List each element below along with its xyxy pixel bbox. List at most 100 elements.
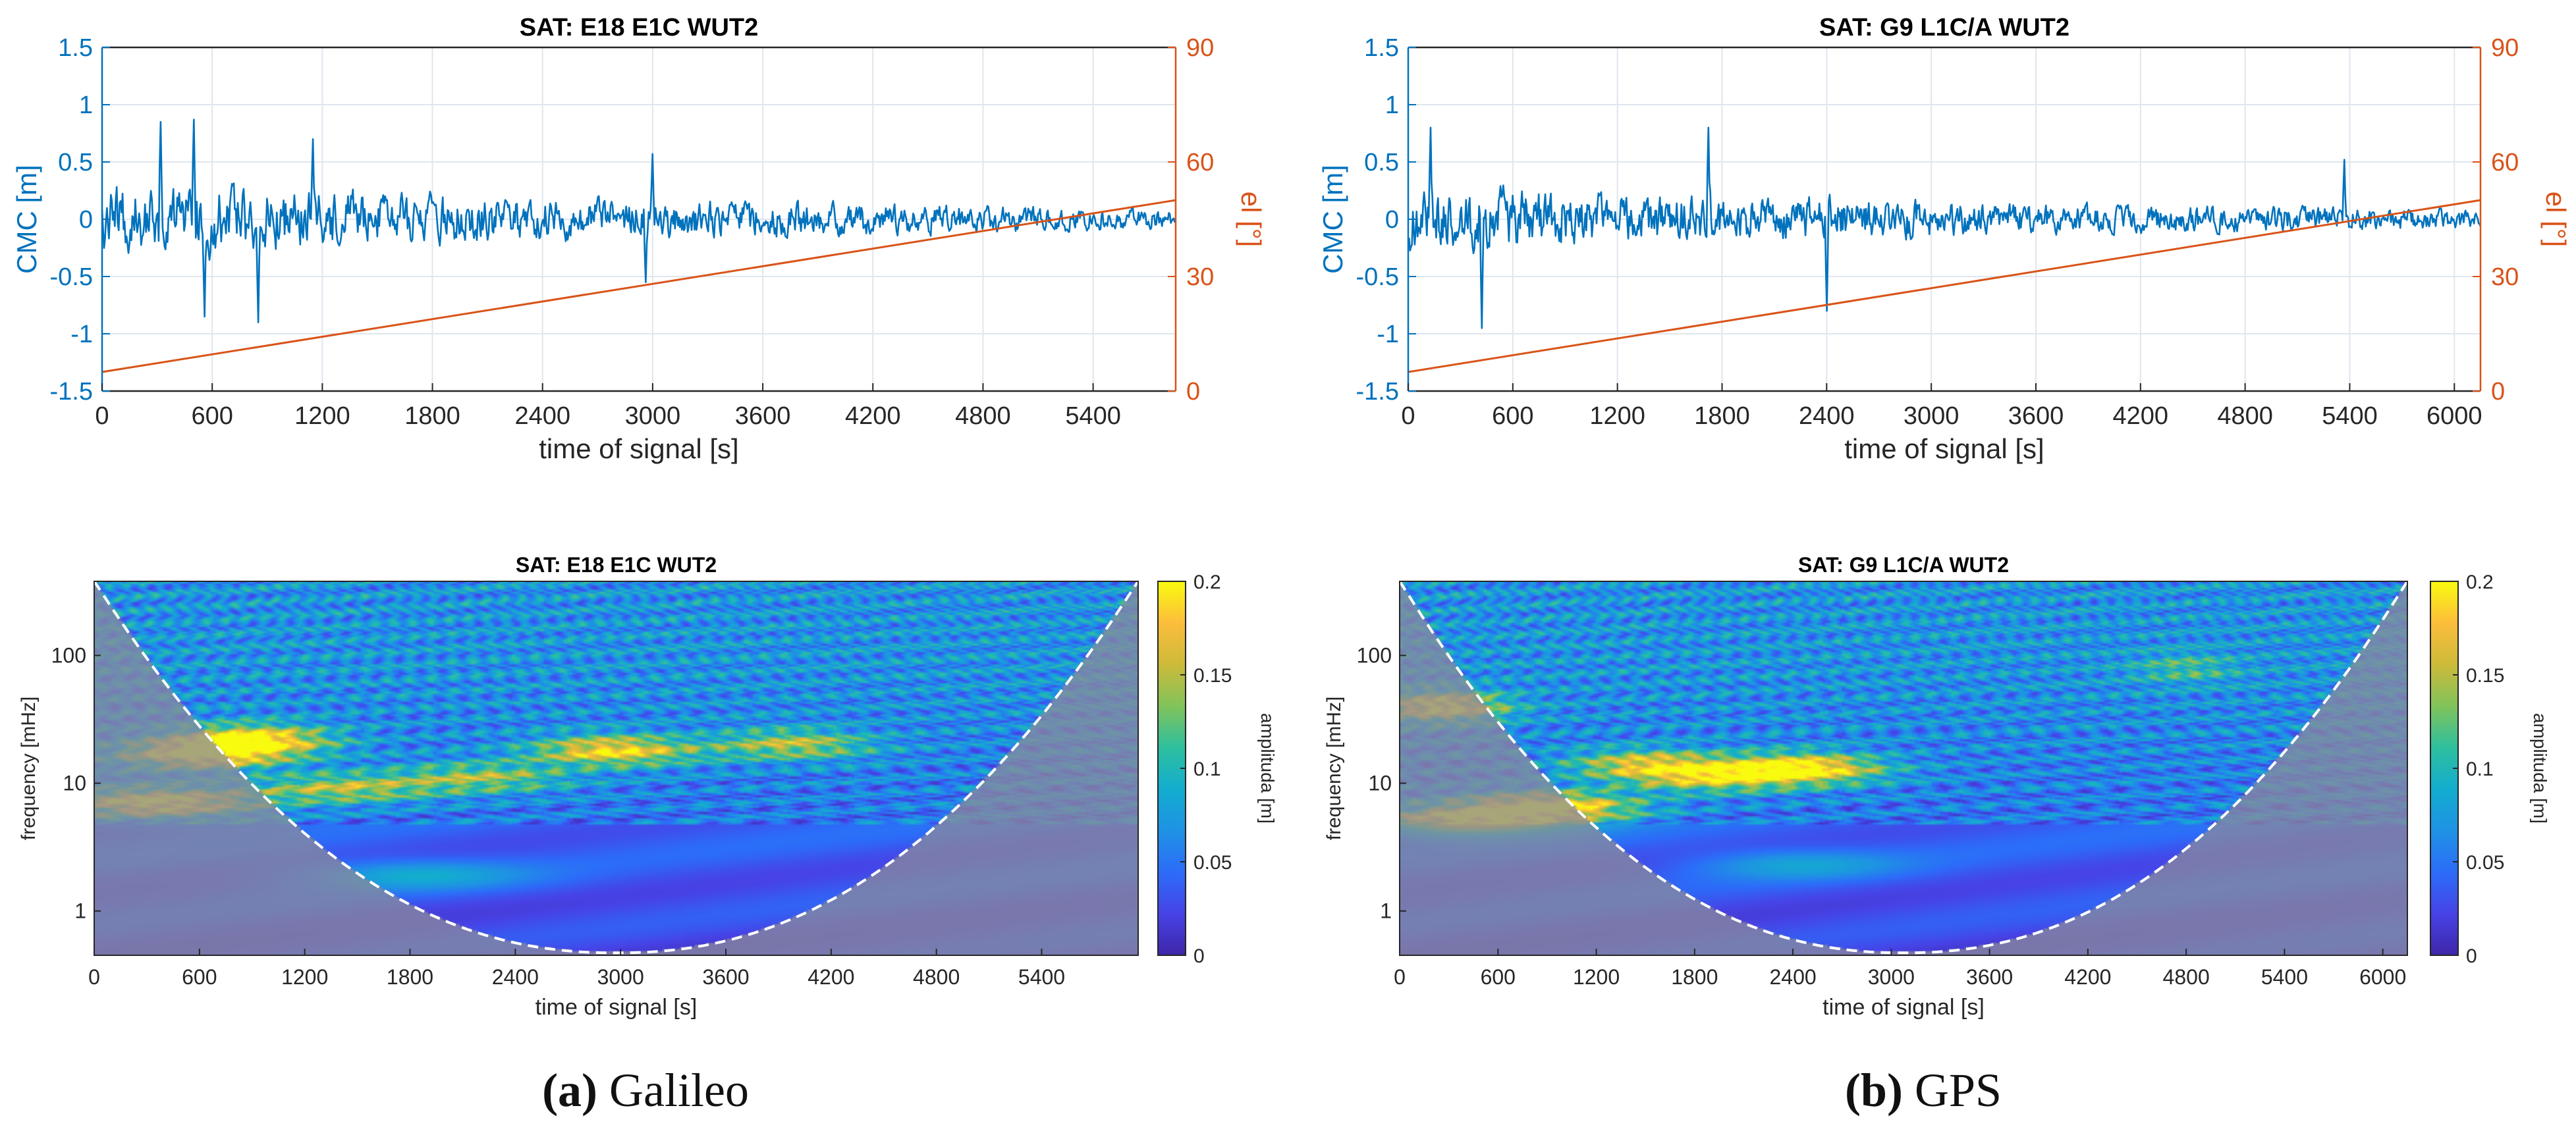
y2-tick-label: 90 [2491,34,2519,62]
chart-scalogram_e18: 0 600 1200 1800 2400 3000 3600 4200 4800 54001001… [18,553,1278,1020]
caption-gps: (b) GPS [1660,1063,2187,1118]
x-tick-label: 1800 [387,965,433,989]
y2-tick-label: 60 [1186,149,1214,176]
y2-axis-label: el [°] [2540,192,2571,248]
cone-of-influence-line [93,580,1139,955]
y-tick-label: 1 [1385,92,1399,119]
scalogram-image [1400,581,2407,955]
colorbar-tick-label: 0.2 [2466,571,2494,593]
x-tick-label: 1200 [1573,965,1620,989]
y-tick-label: -1.5 [50,378,93,406]
y-tick-label: -1.5 [1356,378,1399,406]
x-tick-label: 2400 [1799,402,1855,430]
x-tick-label: 3000 [597,965,644,989]
x-tick-label: 3000 [1904,402,1959,430]
elevation-series-line [101,199,1176,373]
x-tick-label: 4200 [2113,402,2169,430]
x-axis-label: time of signal [s] [539,433,738,464]
x-tick-label: 600 [191,402,233,430]
caption-gps-text: GPS [1902,1064,2002,1117]
colorbar-tick-label: 0.05 [2466,852,2504,874]
x-axis-label: time of signal [s] [535,995,698,1020]
colorbar-tick-label: 0.2 [1193,571,1221,593]
x-tick-label: 1800 [404,402,460,430]
caption-galileo-text: Galileo [597,1064,749,1117]
y-axis-label: CMC [m] [1317,165,1348,274]
chart-title: SAT: G9 L1C/A WUT2 [1819,14,2069,41]
elevation-series-line [1408,199,2481,373]
x-tick-label: 3600 [702,965,749,989]
x-tick-label: 0 [1394,965,1406,989]
x-tick-label: 1200 [1589,402,1645,430]
chart-title: SAT: E18 E1C WUT2 [520,14,758,41]
x-tick-label: 600 [1492,402,1533,430]
y-tick-label: -1 [70,321,93,348]
colorbar-tick-label: 0.1 [2466,758,2494,780]
x-tick-label: 3000 [1868,965,1915,989]
chart-scalogram_g9: 0 600 1200 1800 2400 3000 3600 4200 4800 5400 6000… [1323,553,2550,1020]
y-tick-label: 0.5 [58,149,93,176]
caption-galileo: (a) Galileo [382,1063,909,1118]
x-tick-label: 4200 [845,402,901,430]
x-tick-label: 5400 [2261,965,2308,989]
x-tick-label: 0 [1401,402,1415,430]
x-tick-label: 5400 [1018,965,1065,989]
x-tick-label: 3600 [2008,402,2064,430]
y2-tick-label: 30 [2491,263,2519,291]
y-tick-label: 1.5 [58,34,93,62]
chart-cmc_e18: 0 600 1200 1800 2400 3000 3600 4200 4800 54001.51… [11,14,1267,464]
y2-axis-label: el [°] [1236,192,1267,248]
y-tick-label: 10 [1368,772,1392,795]
x-tick-label: 600 [182,965,217,989]
y-tick-label: -0.5 [1356,263,1399,291]
x-tick-label: 600 [1481,965,1516,989]
colorbar-tick-label: 0.1 [1193,758,1221,780]
x-tick-label: 4200 [2064,965,2111,989]
chart-title: SAT: G9 L1C/A WUT2 [1798,553,2009,577]
y-tick-label: 0 [1385,206,1399,234]
cone-of-influence-line [1398,580,2409,955]
plot-frame [94,581,1139,956]
colorbar-tick-label: 0.05 [1193,852,1232,874]
y2-tick-label: 0 [2491,378,2505,406]
y-tick-label: 1 [1380,899,1392,923]
x-tick-label: 3600 [1966,965,2013,989]
x-tick-label: 1800 [1694,402,1750,430]
x-tick-label: 4800 [913,965,960,989]
x-tick-label: 4800 [2217,402,2273,430]
y-tick-label: -0.5 [50,263,93,291]
y2-tick-label: 60 [2491,149,2519,176]
y-tick-label: 100 [1357,644,1392,668]
colorbar-tick-label: 0 [2466,945,2477,967]
y-axis-label: CMC [m] [11,165,42,274]
x-tick-label: 3600 [735,402,791,430]
chart-cmc_g9: 0 600 1200 1800 2400 3000 3600 4200 4800 5400 6000… [1317,14,2571,464]
x-tick-label: 1200 [294,402,350,430]
x-tick-label: 2400 [514,402,570,430]
y-tick-label: 100 [51,644,86,668]
x-tick-label: 2400 [492,965,539,989]
x-axis-label: time of signal [s] [1844,433,2044,464]
x-tick-label: 6000 [2426,402,2482,430]
x-tick-label: 4800 [2163,965,2210,989]
cmc-series-line [101,119,1177,323]
x-tick-label: 5400 [2322,402,2378,430]
cmc-series-line [1407,126,2482,329]
y-axis-label: frequency [mHz] [18,697,40,840]
plot-frame [1399,581,2408,956]
y-tick-label: 10 [63,772,86,795]
y-tick-label: 0 [79,206,93,234]
x-tick-label: 5400 [1065,402,1121,430]
x-tick-label: 6000 [2359,965,2406,989]
colorbar-tick-label: 0.15 [2466,665,2504,687]
colorbar-label: amplituda [m] [1257,713,1278,824]
x-axis-label: time of signal [s] [1822,995,1985,1020]
x-tick-label: 1200 [281,965,328,989]
y2-tick-label: 0 [1186,378,1200,406]
x-tick-label: 3000 [625,402,681,430]
y-tick-label: 1 [79,92,93,119]
chart-title: SAT: E18 E1C WUT2 [516,553,717,577]
colorbar-tick-label: 0.15 [1193,665,1232,687]
x-tick-label: 0 [95,402,109,430]
